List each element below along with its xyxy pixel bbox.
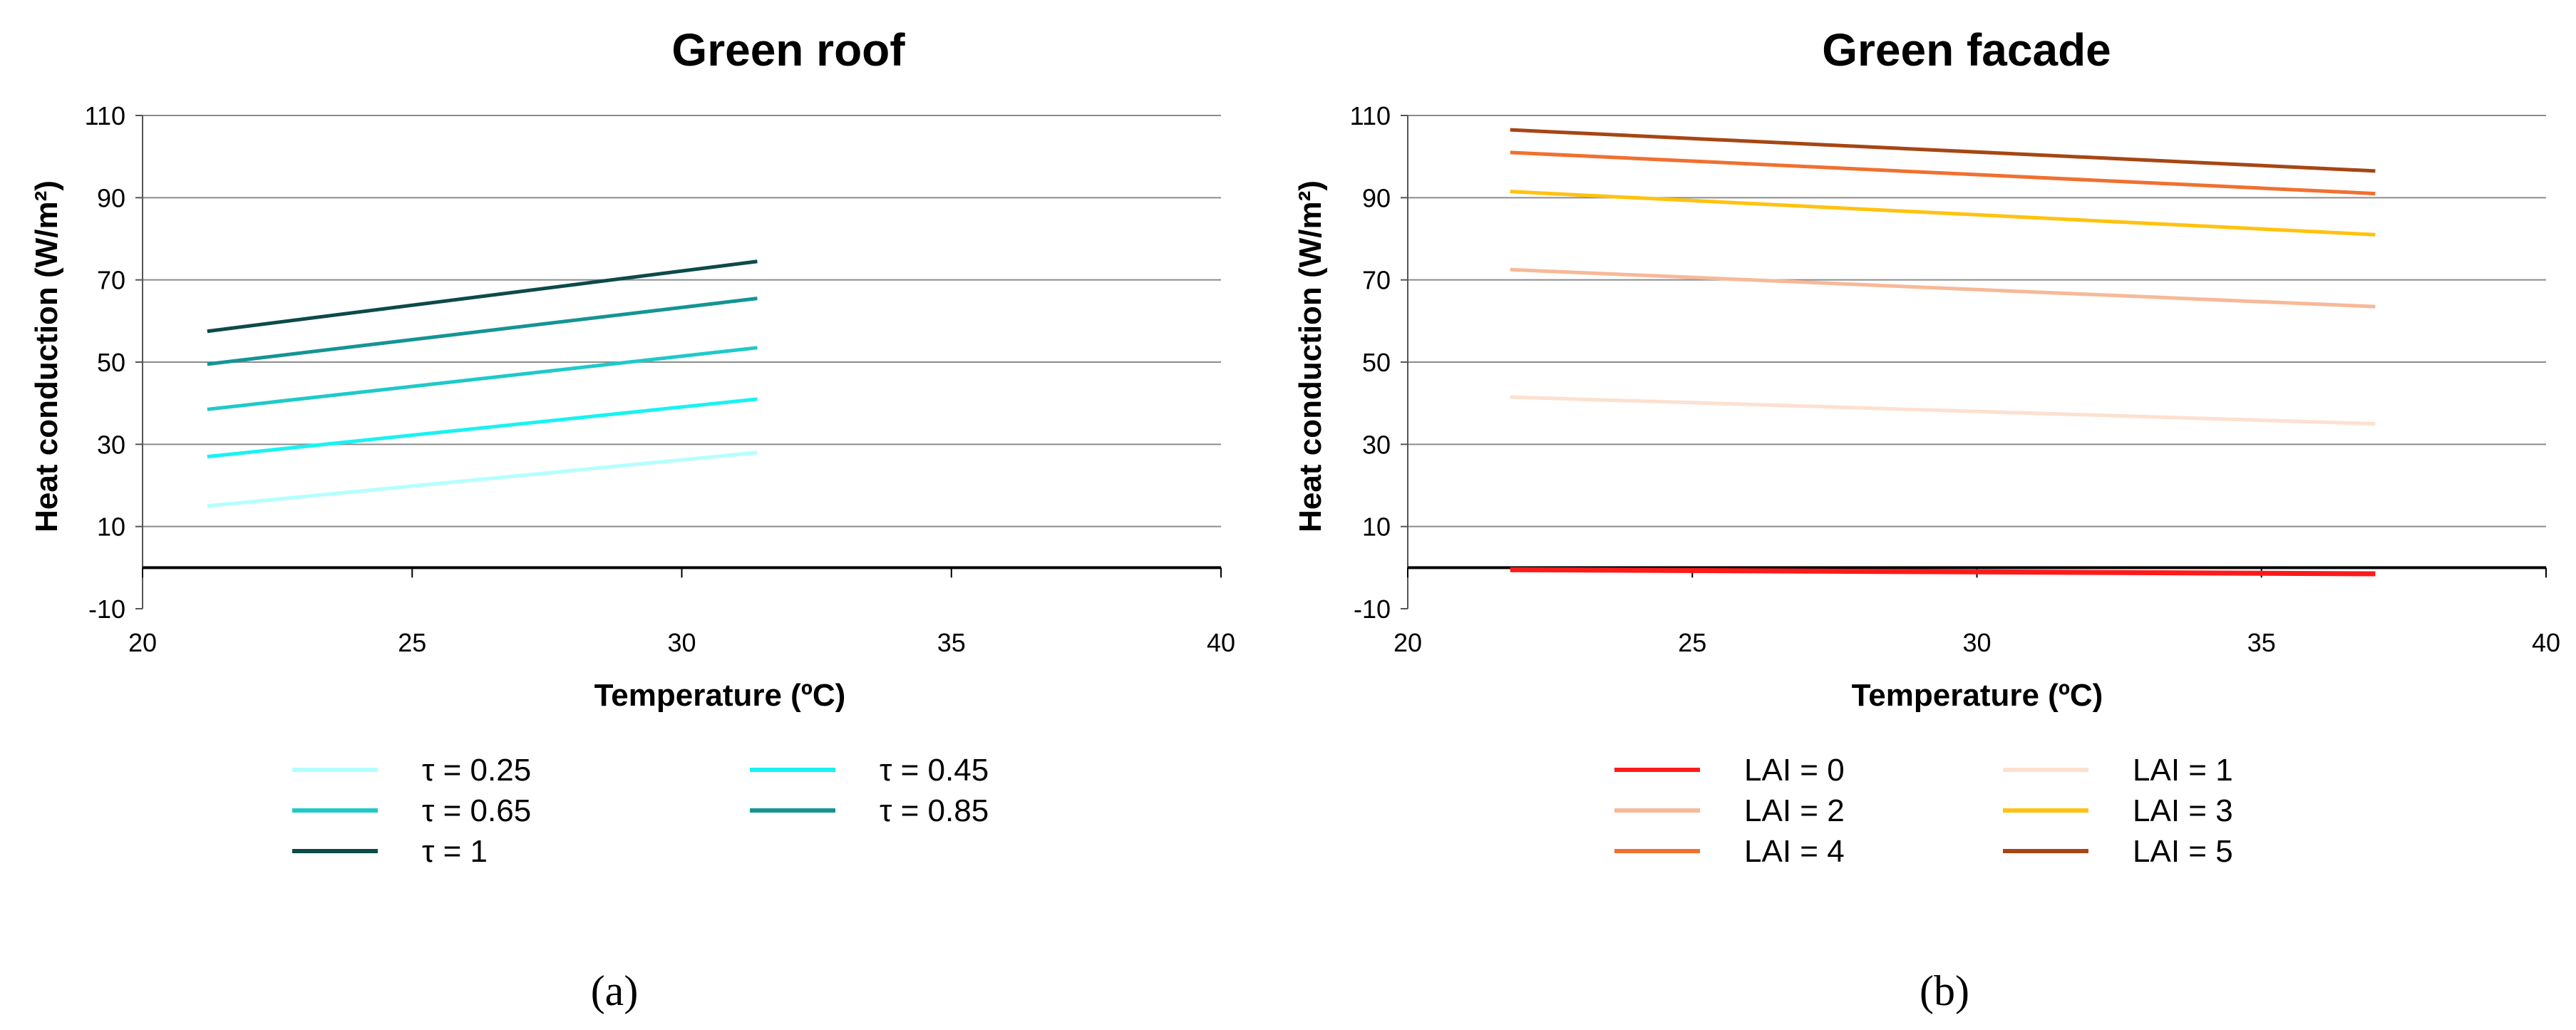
x-tick-labels: 20 25 30 35 40 xyxy=(1393,628,2560,657)
legend-label-3: τ = 0.85 xyxy=(880,793,989,828)
grid xyxy=(135,115,1222,609)
y-tick-label: 10 xyxy=(1362,513,1391,542)
y-tick-label: -10 xyxy=(1354,594,1391,624)
x-tick-label: 30 xyxy=(667,628,696,657)
series-line-1 xyxy=(1510,395,2376,426)
y-axis-label: Heat conduction (W/m²) xyxy=(1293,180,1328,532)
series-lines xyxy=(1510,128,2376,577)
y-tick-label: -10 xyxy=(88,594,125,624)
legend-label-1: LAI = 1 xyxy=(2133,753,2233,788)
legend-label-5: LAI = 5 xyxy=(2133,834,2233,869)
legend-label-4: τ = 1 xyxy=(422,834,488,869)
x-axis-label: Temperature (ºC) xyxy=(1852,678,2103,713)
y-tick-labels: -10 10 30 50 70 90 110 xyxy=(85,101,125,624)
x-tick-label: 30 xyxy=(1962,628,1991,657)
x-tick-labels: 20 25 30 35 40 xyxy=(128,628,1235,657)
legend-label-4: LAI = 4 xyxy=(1744,834,1845,869)
y-tick-label: 70 xyxy=(97,266,125,295)
x-tick-label: 25 xyxy=(1678,628,1706,657)
legend-label-2: LAI = 2 xyxy=(1744,793,1845,828)
y-tick-labels: -10 10 30 50 70 90 110 xyxy=(1350,101,1391,624)
panel-green-facade: Green facade -10 10 30 50 70 90 110 20 25 30 35 40… xyxy=(1293,24,2560,1014)
grid xyxy=(1401,115,2547,609)
y-axis-label: Heat conduction (W/m²) xyxy=(29,180,64,532)
chart-title: Green roof xyxy=(671,24,905,76)
y-tick-label: 90 xyxy=(97,183,125,212)
series-line-4 xyxy=(1510,150,2376,196)
y-tick-label: 30 xyxy=(1362,430,1391,459)
y-tick-label: 110 xyxy=(85,101,125,130)
x-tick-label: 35 xyxy=(2247,628,2276,657)
series-line-3 xyxy=(1510,190,2376,237)
y-tick-label: 10 xyxy=(97,513,125,542)
series-line-0 xyxy=(207,450,758,508)
y-tick-label: 30 xyxy=(97,430,125,459)
legend-label-3: LAI = 3 xyxy=(2133,793,2233,828)
y-tick-label: 50 xyxy=(97,348,125,377)
panel-caption: (a) xyxy=(591,967,639,1014)
x-tick-label: 20 xyxy=(1393,628,1422,657)
legend-label-0: τ = 0.25 xyxy=(422,753,531,788)
series-line-0 xyxy=(1510,567,2376,577)
x-axis-label: Temperature (ºC) xyxy=(594,678,846,713)
legend: τ = 0.25 τ = 0.45 τ = 0.65 τ = 0.85 τ = 1 xyxy=(292,753,989,869)
y-tick-label: 90 xyxy=(1362,183,1391,212)
legend-label-1: τ = 0.45 xyxy=(880,753,989,788)
legend-label-2: τ = 0.65 xyxy=(422,793,531,828)
x-tick-label: 20 xyxy=(128,628,157,657)
series-line-4 xyxy=(207,259,758,334)
legend-label-0: LAI = 0 xyxy=(1744,753,1845,788)
series-lines xyxy=(207,259,758,508)
y-tick-label: 110 xyxy=(1350,101,1391,130)
x-tick-label: 40 xyxy=(2532,628,2560,657)
series-line-3 xyxy=(207,297,758,366)
series-line-2 xyxy=(207,346,758,411)
y-tick-label: 50 xyxy=(1362,348,1391,377)
series-line-2 xyxy=(1510,267,2376,309)
chart-title: Green facade xyxy=(1822,24,2111,76)
x-tick-label: 40 xyxy=(1207,628,1235,657)
x-tick-label: 35 xyxy=(937,628,966,657)
x-tick-label: 25 xyxy=(398,628,426,657)
panel-green-roof: Green roof -10 10 30 50 70 90 110 20 25 30 35 40 T… xyxy=(29,24,1235,1014)
series-line-1 xyxy=(207,397,758,459)
legend: LAI = 0 LAI = 1 LAI = 2 LAI = 3 LAI = 4 LAI =… xyxy=(1614,753,2233,869)
series-line-5 xyxy=(1510,128,2376,173)
y-tick-label: 70 xyxy=(1362,266,1391,295)
panel-caption: (b) xyxy=(1920,967,1969,1014)
